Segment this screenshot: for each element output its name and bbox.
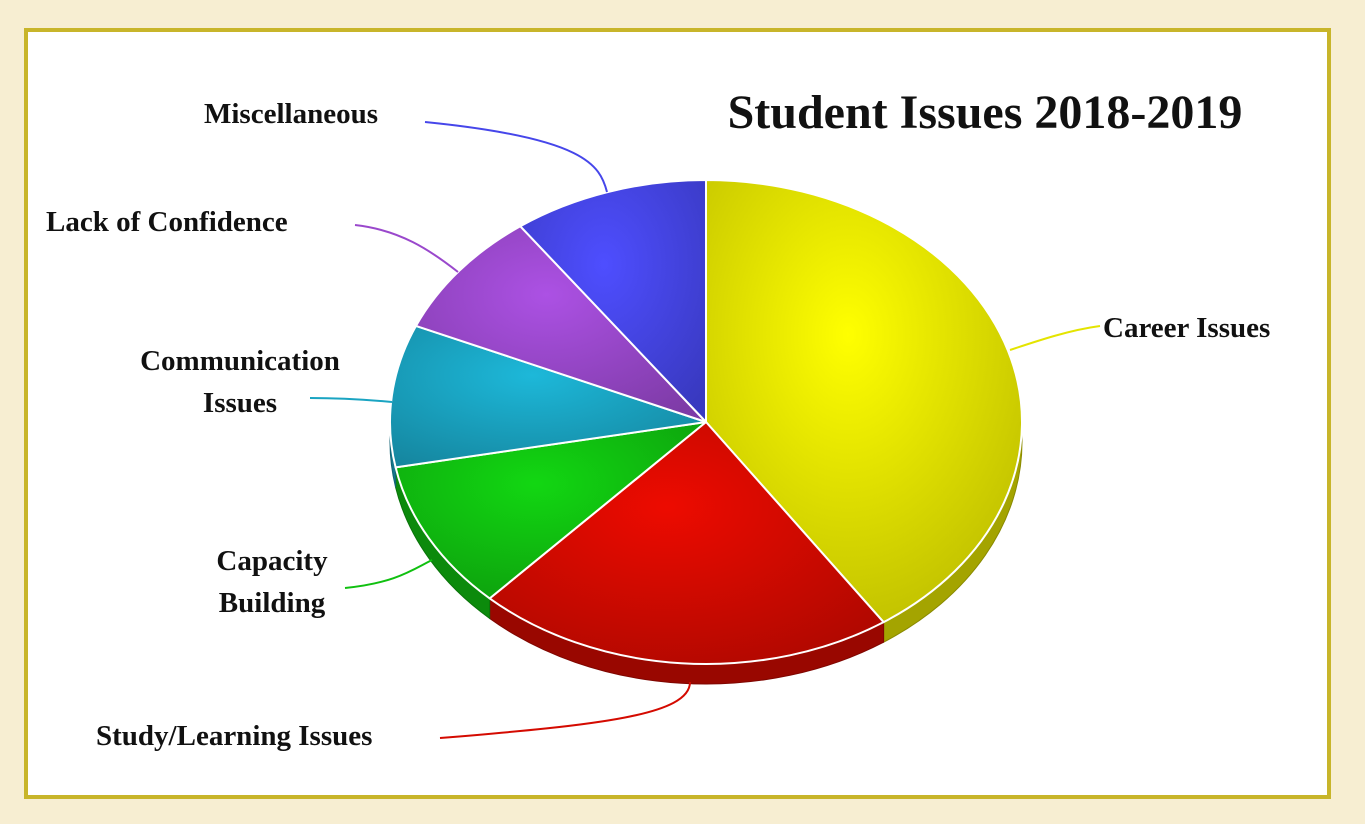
- leader-line-career-issues: [1009, 325, 1101, 351]
- slice-label-line: Study/Learning Issues: [96, 720, 372, 752]
- slice-label-communication-issues: Communication Issues: [140, 345, 340, 419]
- slice-miscellaneous: [519, 179, 707, 423]
- slice-label-line: Communication: [140, 345, 340, 377]
- slice-capacity-building: [394, 421, 707, 600]
- chart-title: Student Issues 2018-2019: [728, 86, 1243, 139]
- slice-label-line: Lack of Confidence: [46, 206, 288, 238]
- leader-line-lack-of-confidence: [354, 224, 459, 273]
- slice-label-miscellaneous: Miscellaneous: [204, 98, 378, 130]
- slice-label-line: Building: [219, 587, 326, 619]
- leader-line-miscellaneous: [424, 121, 608, 193]
- slice-study-learning-issues: [488, 421, 885, 665]
- slice-career-issues: [705, 179, 1023, 624]
- slice-communication-issues: [389, 324, 707, 469]
- leader-line-capacity-building: [344, 559, 433, 589]
- slice-label-career-issues: Career Issues: [1103, 312, 1270, 344]
- slice-label-line: Capacity: [216, 545, 328, 577]
- slice-labels: Career Issues Study/Learning Issues Capaci…: [46, 98, 1270, 752]
- slice-label-lack-of-confidence: Lack of Confidence: [46, 206, 288, 238]
- slice-label-line: Career Issues: [1103, 312, 1270, 344]
- slice-label-line: Issues: [203, 387, 277, 419]
- leader-line-study-learning-issues: [439, 681, 691, 739]
- pie-slices: [389, 179, 1023, 665]
- leader-lines: [309, 121, 1101, 739]
- slice-label-capacity-building: Capacity Building: [216, 545, 328, 619]
- leader-line-communication-issues: [309, 397, 393, 403]
- slice-lack-of-confidence: [414, 225, 707, 423]
- slice-label-line: Miscellaneous: [204, 98, 378, 130]
- slice-label-study-learning-issues: Study/Learning Issues: [96, 720, 372, 752]
